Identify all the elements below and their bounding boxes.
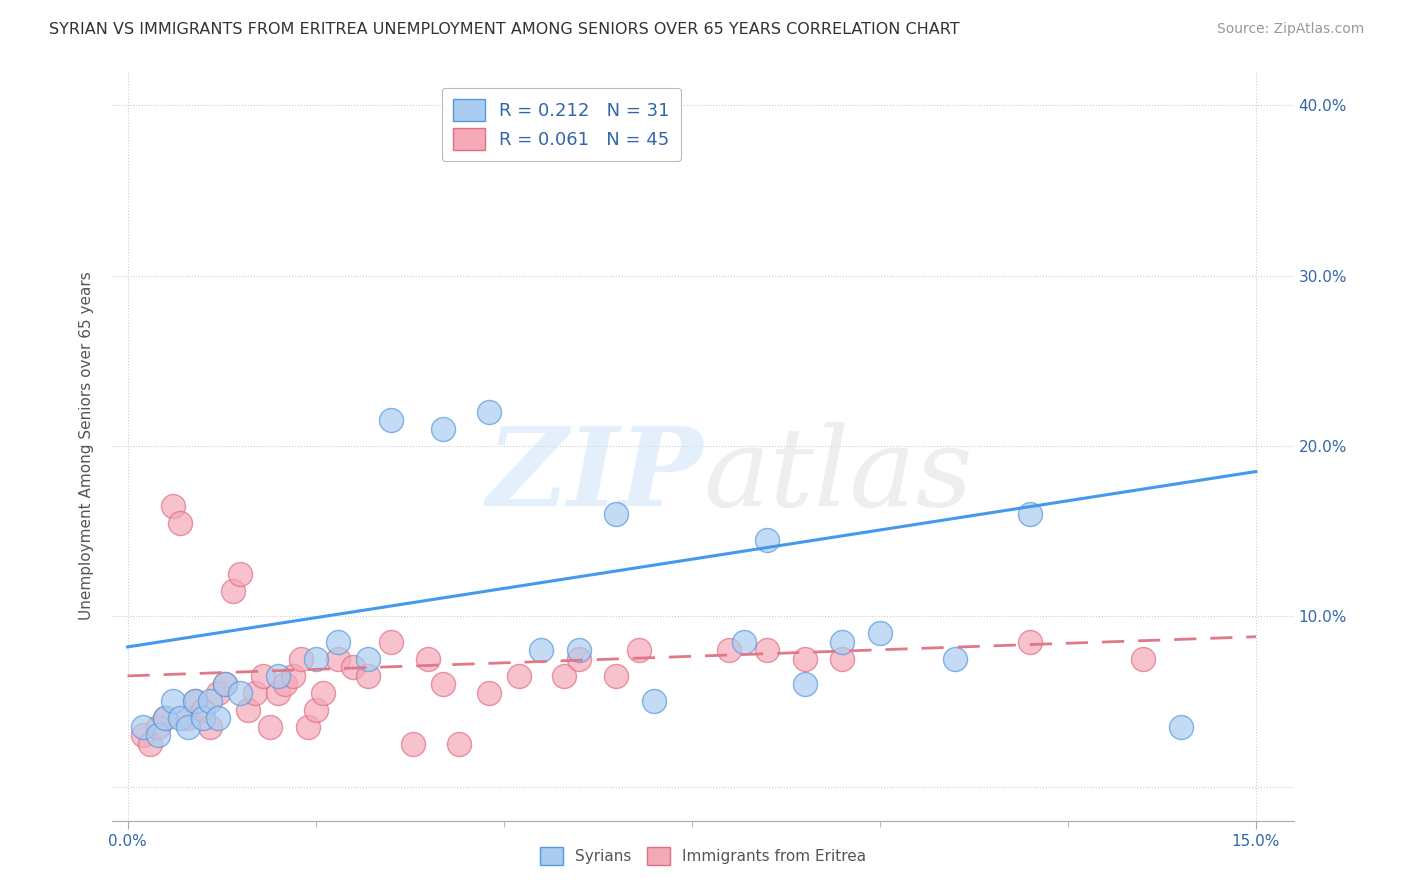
Point	[869, 626, 891, 640]
Point	[943, 652, 966, 666]
Point	[432, 422, 454, 436]
Point	[200, 720, 222, 734]
Point	[153, 711, 176, 725]
Point	[553, 669, 575, 683]
Point	[478, 686, 501, 700]
Point	[207, 711, 229, 725]
Point	[207, 686, 229, 700]
Point	[236, 703, 259, 717]
Point	[793, 652, 815, 666]
Point	[184, 694, 207, 708]
Text: SYRIAN VS IMMIGRANTS FROM ERITREA UNEMPLOYMENT AMONG SENIORS OVER 65 YEARS CORRE: SYRIAN VS IMMIGRANTS FROM ERITREA UNEMPL…	[49, 22, 960, 37]
Point	[605, 507, 627, 521]
Point	[177, 711, 200, 725]
Point	[131, 720, 153, 734]
Text: ZIP: ZIP	[486, 422, 703, 530]
Point	[267, 686, 290, 700]
Point	[290, 652, 312, 666]
Point	[162, 694, 184, 708]
Point	[1019, 507, 1042, 521]
Point	[184, 694, 207, 708]
Legend: Syrians, Immigrants from Eritrea: Syrians, Immigrants from Eritrea	[533, 839, 873, 873]
Point	[281, 669, 304, 683]
Point	[328, 652, 350, 666]
Point	[755, 533, 778, 547]
Point	[1132, 652, 1154, 666]
Point	[169, 516, 191, 530]
Point	[568, 652, 591, 666]
Point	[304, 703, 326, 717]
Point	[267, 669, 290, 683]
Point	[418, 652, 440, 666]
Point	[214, 677, 236, 691]
Point	[214, 677, 236, 691]
Point	[831, 635, 853, 649]
Point	[380, 413, 402, 427]
Point	[153, 711, 176, 725]
Point	[252, 669, 274, 683]
Point	[342, 660, 364, 674]
Text: Source: ZipAtlas.com: Source: ZipAtlas.com	[1216, 22, 1364, 37]
Point	[530, 643, 553, 657]
Point	[200, 694, 222, 708]
Point	[229, 566, 252, 581]
Point	[831, 652, 853, 666]
Point	[131, 729, 153, 743]
Point	[733, 635, 755, 649]
Point	[793, 677, 815, 691]
Point	[402, 737, 425, 751]
Point	[357, 669, 380, 683]
Point	[508, 669, 530, 683]
Point	[162, 499, 184, 513]
Point	[139, 737, 162, 751]
Point	[274, 677, 297, 691]
Point	[1019, 635, 1042, 649]
Y-axis label: Unemployment Among Seniors over 65 years: Unemployment Among Seniors over 65 years	[79, 272, 94, 620]
Point	[568, 643, 591, 657]
Point	[643, 694, 665, 708]
Point	[1170, 720, 1192, 734]
Point	[380, 635, 402, 649]
Point	[755, 643, 778, 657]
Point	[169, 711, 191, 725]
Point	[259, 720, 281, 734]
Point	[718, 643, 741, 657]
Point	[222, 583, 245, 598]
Point	[357, 652, 380, 666]
Point	[177, 720, 200, 734]
Point	[229, 686, 252, 700]
Point	[297, 720, 319, 734]
Point	[605, 669, 627, 683]
Text: atlas: atlas	[703, 422, 973, 530]
Point	[328, 635, 350, 649]
Point	[191, 703, 214, 717]
Point	[304, 652, 326, 666]
Point	[245, 686, 267, 700]
Point	[312, 686, 335, 700]
Point	[447, 737, 470, 751]
Point	[628, 643, 651, 657]
Point	[146, 720, 169, 734]
Point	[432, 677, 454, 691]
Point	[191, 711, 214, 725]
Point	[146, 729, 169, 743]
Point	[478, 405, 501, 419]
